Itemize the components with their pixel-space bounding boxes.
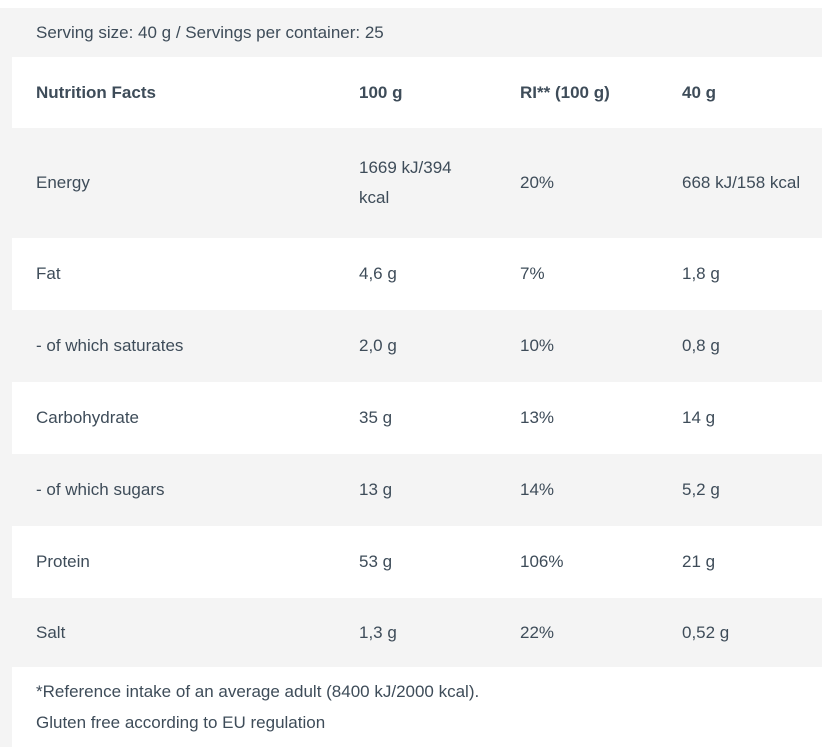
header-100g: 100 g — [359, 82, 403, 102]
row-energy-100g: 1669 kJ/394 kcal — [359, 158, 452, 207]
row-salt-40g: 0,52 g — [682, 622, 730, 642]
row-carbohydrate-100g: 35 g — [359, 408, 393, 427]
table-header-row: Nutrition Facts 100 g RI** (100 g) 40 g — [12, 57, 822, 128]
table-row: Salt 1,3 g 22% 0,52 g — [12, 598, 822, 667]
serving-info-text: Serving size: 40 g / Servings per contai… — [36, 22, 384, 42]
row-fat-ri: 7% — [520, 264, 545, 283]
row-saturates-40g: 0,8 g — [682, 336, 720, 355]
row-carbohydrate-ri: 13% — [520, 408, 555, 427]
row-energy-40g: 668 kJ/158 kcal — [682, 173, 801, 192]
table-row: Protein 53 g 106% 21 g — [12, 526, 822, 598]
header-40g: 40 g — [682, 82, 717, 102]
page-background — [0, 8, 822, 747]
row-saturates-label: - of which saturates — [36, 336, 184, 355]
table-row: - of which saturates 2,0 g 10% 0,8 g — [12, 310, 822, 382]
nutrition-table: Nutrition Facts 100 g RI** (100 g) 40 g … — [12, 57, 822, 667]
row-salt-100g: 1,3 g — [359, 622, 397, 642]
table-row: Fat 4,6 g 7% 1,8 g — [12, 238, 822, 310]
header-ri-100g: RI** (100 g) — [520, 82, 610, 102]
footnotes: *Reference intake of an average adult (8… — [12, 667, 822, 747]
row-sugars-ri: 14% — [520, 480, 555, 499]
table-row: Carbohydrate 35 g 13% 14 g — [12, 382, 822, 454]
row-energy-ri: 20% — [520, 173, 555, 192]
row-protein-ri: 106% — [520, 552, 564, 571]
row-fat-40g: 1,8 g — [682, 264, 720, 283]
reference-intake-note: *Reference intake of an average adult (8… — [36, 682, 480, 701]
row-protein-100g: 53 g — [359, 552, 393, 571]
gluten-free-note: Gluten free according to EU regulation — [36, 713, 326, 732]
table-row: Energy 1669 kJ/394 kcal 20% 668 kJ/158 k… — [12, 128, 822, 238]
row-salt-ri: 22% — [520, 622, 555, 642]
row-protein-label: Protein — [36, 552, 90, 571]
row-fat-100g: 4,6 g — [359, 264, 397, 283]
row-sugars-label: - of which sugars — [36, 480, 165, 499]
row-protein-40g: 21 g — [682, 552, 716, 571]
serving-info-bar: Serving size: 40 g / Servings per contai… — [0, 8, 822, 57]
row-carbohydrate-40g: 14 g — [682, 408, 716, 427]
row-salt-label: Salt — [36, 622, 66, 642]
header-nutrition-facts: Nutrition Facts — [36, 82, 156, 102]
row-carbohydrate-label: Carbohydrate — [36, 408, 140, 427]
table-row: - of which sugars 13 g 14% 5,2 g — [12, 454, 822, 526]
row-fat-label: Fat — [36, 264, 61, 283]
row-saturates-ri: 10% — [520, 336, 555, 355]
row-sugars-100g: 13 g — [359, 480, 393, 499]
row-saturates-100g: 2,0 g — [359, 336, 397, 355]
row-energy-label: Energy — [36, 173, 90, 192]
row-sugars-40g: 5,2 g — [682, 480, 720, 499]
